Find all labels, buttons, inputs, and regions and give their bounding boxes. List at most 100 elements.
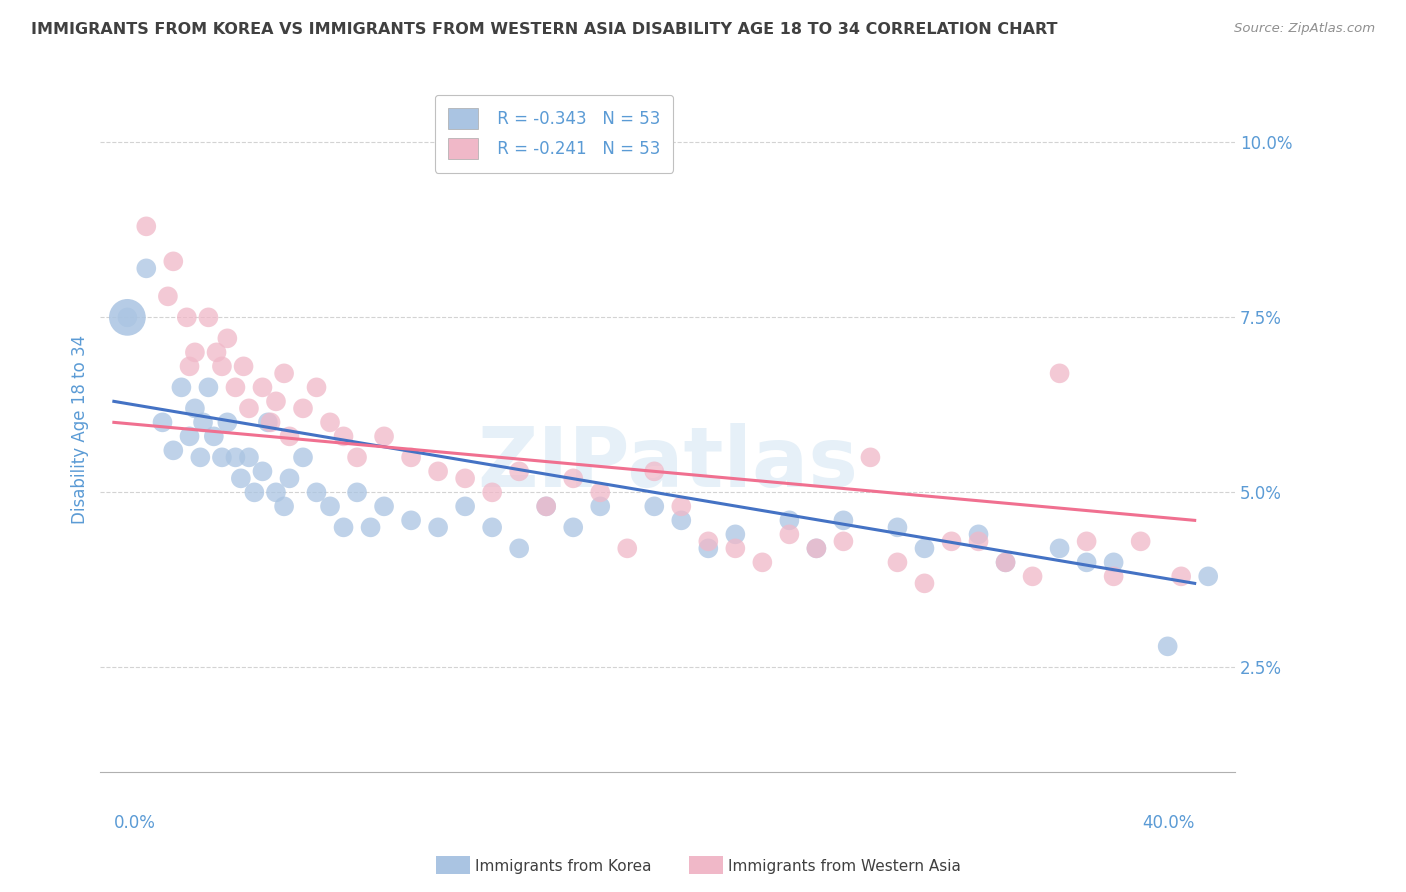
Point (859, 450, 882, 465)
Point (162, 443, 184, 458)
Point (1076, 555, 1098, 569)
Point (179, 429, 201, 443)
Point (832, 534, 855, 549)
Point (562, 520, 585, 534)
Point (697, 541, 720, 556)
Point (914, 541, 936, 556)
Point (305, 380, 328, 394)
Point (1197, 569, 1219, 583)
Point (243, 485, 266, 500)
Point (643, 464, 665, 478)
Text: Source: ZipAtlas.com: Source: ZipAtlas.com (1234, 22, 1375, 36)
Text: IMMIGRANTS FROM KOREA VS IMMIGRANTS FROM WESTERN ASIA DISABILITY AGE 18 TO 34 CO: IMMIGRANTS FROM KOREA VS IMMIGRANTS FROM… (31, 22, 1057, 37)
Legend:  R = -0.343   N = 53,  R = -0.241   N = 53: R = -0.343 N = 53, R = -0.241 N = 53 (434, 95, 673, 172)
Point (229, 471, 252, 485)
Point (252, 464, 274, 478)
Point (1076, 534, 1098, 549)
Point (264, 485, 287, 500)
Point (724, 527, 747, 541)
Point (278, 429, 301, 443)
Point (967, 534, 990, 549)
Point (273, 500, 295, 514)
Point (184, 345, 207, 359)
Point (259, 415, 281, 429)
Point (534, 500, 557, 514)
Point (562, 471, 585, 485)
Y-axis label: Disability Age 18 to 34: Disability Age 18 to 34 (72, 334, 89, 524)
Point (257, 415, 280, 429)
Point (671, 513, 693, 527)
Point (176, 310, 198, 325)
Point (264, 394, 287, 409)
Point (1170, 569, 1192, 583)
Point (162, 254, 184, 268)
Text: Immigrants from Korea: Immigrants from Korea (475, 859, 652, 873)
Point (994, 555, 1017, 569)
Point (1049, 367, 1071, 381)
Text: 40.0%: 40.0% (1142, 814, 1195, 832)
Point (806, 541, 828, 556)
Point (184, 401, 207, 416)
Point (170, 380, 193, 394)
Point (508, 541, 530, 556)
Point (319, 500, 342, 514)
Point (724, 541, 747, 556)
Point (305, 485, 328, 500)
Point (156, 289, 179, 303)
Point (886, 555, 908, 569)
Point (508, 464, 530, 478)
Point (319, 415, 342, 429)
Point (778, 527, 800, 541)
Point (278, 471, 301, 485)
Point (427, 520, 450, 534)
Point (534, 500, 557, 514)
Point (643, 500, 665, 514)
Point (152, 415, 174, 429)
Point (373, 500, 395, 514)
Point (273, 367, 295, 381)
Point (217, 331, 239, 345)
Point (399, 450, 422, 465)
Point (481, 485, 503, 500)
Point (360, 520, 382, 534)
Point (427, 464, 450, 478)
Point (217, 415, 239, 429)
Point (292, 401, 315, 416)
Point (589, 485, 612, 500)
Point (1102, 555, 1125, 569)
Point (332, 429, 354, 443)
Point (589, 500, 612, 514)
Point (188, 450, 211, 465)
Point (697, 534, 720, 549)
Point (806, 541, 828, 556)
Point (832, 513, 855, 527)
Point (238, 450, 260, 465)
Point (224, 450, 246, 465)
Point (399, 513, 422, 527)
Point (454, 500, 477, 514)
Point (197, 310, 219, 325)
Point (1049, 541, 1071, 556)
Point (454, 471, 477, 485)
Point (202, 429, 225, 443)
Text: 0.0%: 0.0% (114, 814, 156, 832)
Point (886, 520, 908, 534)
Point (373, 429, 395, 443)
Point (117, 310, 139, 325)
Point (346, 485, 368, 500)
Point (211, 359, 233, 374)
Point (191, 415, 214, 429)
Text: Immigrants from Western Asia: Immigrants from Western Asia (728, 859, 962, 873)
Point (671, 500, 693, 514)
Point (941, 534, 963, 549)
Point (1021, 569, 1043, 583)
Point (179, 359, 201, 374)
Point (197, 380, 219, 394)
Point (914, 576, 936, 591)
Point (135, 261, 157, 276)
Point (751, 555, 773, 569)
Point (232, 359, 254, 374)
Point (994, 555, 1017, 569)
Point (481, 520, 503, 534)
Point (616, 541, 638, 556)
